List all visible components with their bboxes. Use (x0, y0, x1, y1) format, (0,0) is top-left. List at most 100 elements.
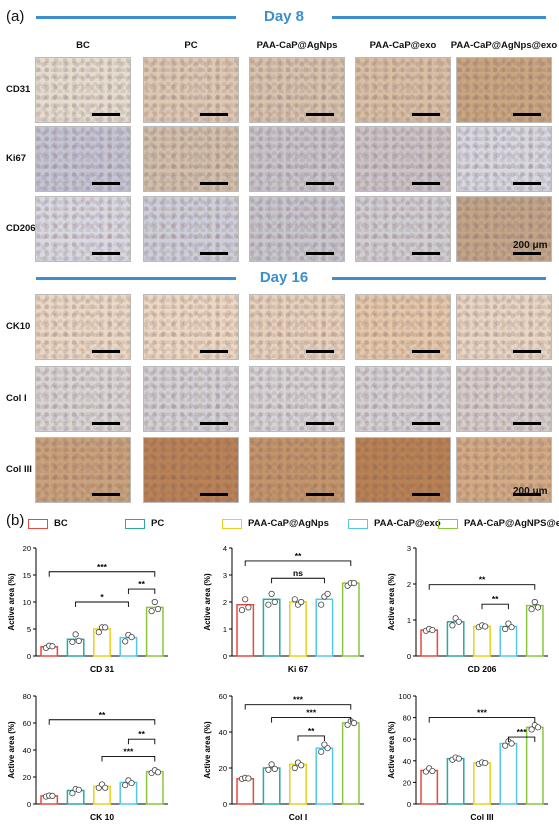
scale-bar (92, 350, 120, 353)
y-tick-label: 3 (407, 544, 411, 553)
y-tick-label: 4 (223, 544, 227, 553)
legend-swatch (348, 518, 368, 529)
y-tick-label: 40 (219, 728, 227, 737)
data-point (128, 634, 135, 641)
data-point (69, 638, 76, 646)
x-axis-label: CD 206 (468, 664, 497, 674)
data-point (154, 605, 162, 613)
bar (499, 625, 518, 657)
histology-image (35, 57, 131, 123)
legend-swatch (28, 518, 48, 529)
data-point (268, 590, 275, 598)
y-tick-label: 40 (23, 746, 31, 755)
significance-label: ** (138, 729, 145, 739)
y-axis-label: Active area (%) (203, 721, 212, 779)
scale-bar (306, 493, 334, 496)
scale-bar (200, 493, 228, 496)
day8-title: Day 8 (263, 8, 305, 25)
data-point (502, 625, 509, 633)
data-point (271, 598, 278, 606)
x-axis-label: CK 10 (90, 812, 114, 822)
scale-bar (200, 182, 228, 185)
data-point (429, 626, 436, 634)
data-point (128, 779, 135, 787)
y-tick-label: 20 (23, 773, 31, 782)
column-header: PAA-CaP@AgNps@exo (450, 40, 558, 51)
y-axis-label: Active area (%) (387, 721, 396, 779)
y-tick-label: 2 (407, 580, 411, 589)
data-point (429, 767, 436, 775)
histology-image (249, 437, 345, 503)
legend-item: PC (125, 518, 164, 529)
data-point (122, 782, 129, 789)
histology-image (355, 196, 451, 262)
significance-bracket (271, 577, 325, 584)
scale-bar (513, 113, 541, 116)
scale-bar (200, 350, 228, 353)
row-label: CD31 (6, 84, 31, 95)
data-point (242, 596, 249, 603)
row-label: Ki67 (6, 153, 27, 164)
scale-bar (412, 182, 440, 185)
data-point (528, 726, 535, 733)
y-tick-label: 1 (223, 625, 227, 634)
data-point (324, 590, 331, 598)
x-axis-label: Col I (289, 812, 307, 822)
bar (473, 762, 491, 805)
column-header: BC (76, 40, 90, 51)
data-point (482, 623, 489, 630)
data-point (324, 745, 331, 752)
histology-image (143, 437, 239, 503)
data-point (75, 637, 82, 644)
legend-label: PAA-CaP@AgNps (248, 518, 329, 529)
y-tick-label: 0 (407, 800, 411, 809)
data-point (528, 606, 535, 613)
scale-bar (513, 493, 541, 496)
legend-item: PAA-CaP@exo (348, 518, 441, 529)
y-tick-label: 3 (223, 571, 227, 580)
data-point (508, 624, 515, 631)
histology-image (143, 196, 239, 262)
histology-image (456, 437, 552, 503)
scale-bar (200, 252, 228, 255)
scale-label-day16: 200 μm (513, 486, 548, 497)
panel-a-label: (a) (6, 8, 25, 25)
data-point (268, 761, 275, 768)
y-tick-label: 0 (223, 652, 227, 661)
significance-bracket (127, 588, 156, 595)
data-point (122, 638, 129, 645)
legend-label: PAA-CaP@AgNPS@exo (464, 518, 559, 529)
bar (236, 603, 255, 657)
y-tick-label: 15 (23, 571, 31, 580)
data-point (69, 790, 76, 797)
y-axis-label: Active area (%) (7, 721, 16, 779)
significance-bracket (244, 704, 352, 710)
data-point (482, 759, 489, 767)
legend-label: PAA-CaP@exo (374, 518, 441, 529)
column-header: PAA-CaP@exo (369, 40, 437, 51)
row-label: CD206 (6, 223, 36, 234)
scale-bar (306, 113, 334, 116)
significance-bracket (428, 584, 536, 590)
row-label: CK10 (6, 321, 31, 332)
scale-bar (306, 350, 334, 353)
histology-image (456, 294, 552, 360)
significance-bracket (101, 756, 156, 762)
histology-image (143, 126, 239, 192)
significance-bracket (428, 717, 536, 723)
significance-bracket (48, 719, 156, 725)
histology-image (35, 437, 131, 503)
significance-label: *** (123, 746, 134, 756)
bar (473, 625, 491, 657)
data-point (95, 629, 102, 636)
scale-bar (513, 182, 541, 185)
bar (145, 606, 164, 657)
data-point (148, 608, 155, 615)
histology-image (249, 57, 345, 123)
legend-item: BC (28, 518, 68, 529)
data-point (502, 742, 509, 749)
significance-label: ** (308, 726, 315, 736)
y-tick-label: 0 (407, 652, 411, 661)
significance-label: ** (99, 710, 106, 720)
y-axis-label: Active area (%) (387, 573, 396, 631)
